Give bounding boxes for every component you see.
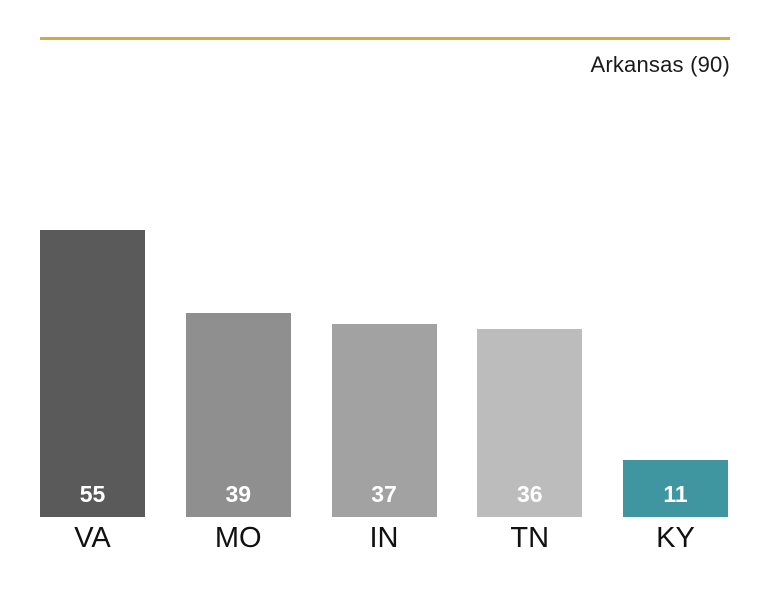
bar-group-va: 55 VA <box>40 230 145 553</box>
bar-category-label: MO <box>214 522 262 554</box>
bar-value-label: 37 <box>371 481 397 507</box>
bar-chart: 55 VA 39 MO 37 IN 36 TN 11 KY <box>40 230 728 553</box>
bar: 39 <box>185 313 291 517</box>
chart-title: Arkansas (90) <box>590 52 730 77</box>
bar-group-mo: 39 MO <box>185 313 291 554</box>
bar-group-tn: 36 TN <box>477 329 583 554</box>
bar-value-label: 55 <box>79 481 106 507</box>
bar-value-label: 11 <box>663 481 688 507</box>
bar-category-label: TN <box>510 522 550 554</box>
bar-category-label: KY <box>656 522 695 554</box>
bar: 11 <box>623 460 728 517</box>
bar-category-label: VA <box>74 522 111 554</box>
bar-group-in: 37 IN <box>331 324 437 554</box>
bar-group-ky: 11 KY <box>623 460 728 553</box>
bar: 37 <box>331 324 437 517</box>
header-rule <box>40 37 730 40</box>
bar-value-label: 36 <box>516 481 543 507</box>
bar: 55 <box>40 230 145 517</box>
bar: 36 <box>477 329 583 517</box>
bar-category-label: IN <box>369 522 399 554</box>
bar-value-label: 39 <box>225 481 252 507</box>
